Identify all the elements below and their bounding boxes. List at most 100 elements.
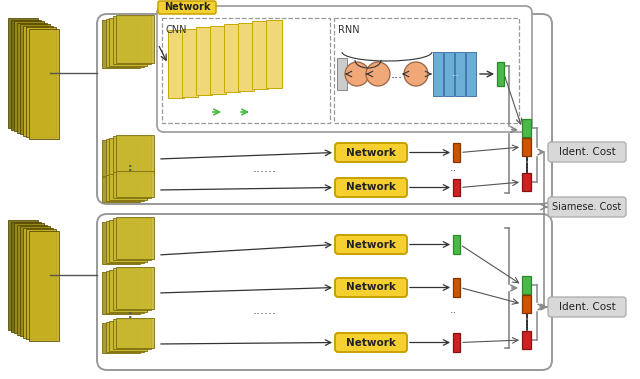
FancyBboxPatch shape [522,173,531,191]
FancyBboxPatch shape [14,223,44,333]
FancyBboxPatch shape [106,221,143,263]
FancyBboxPatch shape [113,136,150,174]
FancyBboxPatch shape [17,224,47,335]
FancyBboxPatch shape [433,52,443,96]
Text: Network: Network [346,240,396,249]
FancyBboxPatch shape [102,140,140,178]
FancyBboxPatch shape [252,21,268,89]
FancyBboxPatch shape [113,268,150,310]
FancyBboxPatch shape [109,321,147,351]
FancyBboxPatch shape [106,139,143,177]
Text: Network: Network [346,282,396,293]
FancyBboxPatch shape [116,15,154,63]
Text: Network: Network [346,147,396,158]
Text: Network: Network [164,3,211,13]
FancyBboxPatch shape [522,119,531,137]
Circle shape [404,62,428,86]
FancyBboxPatch shape [26,229,56,339]
FancyBboxPatch shape [113,16,150,64]
FancyBboxPatch shape [102,323,140,353]
Text: ..: .. [449,305,456,315]
Text: :: : [128,310,132,320]
FancyBboxPatch shape [8,220,38,330]
FancyBboxPatch shape [224,24,240,92]
FancyBboxPatch shape [210,25,226,94]
FancyBboxPatch shape [453,179,460,196]
Text: Network: Network [346,183,396,193]
FancyBboxPatch shape [453,143,460,162]
FancyBboxPatch shape [335,333,407,352]
FancyBboxPatch shape [335,178,407,197]
Text: Ident. Cost: Ident. Cost [559,302,616,312]
FancyBboxPatch shape [335,278,407,297]
FancyBboxPatch shape [11,221,41,332]
FancyBboxPatch shape [453,235,460,254]
FancyBboxPatch shape [158,1,216,14]
FancyBboxPatch shape [26,27,56,137]
FancyBboxPatch shape [116,217,154,259]
FancyBboxPatch shape [116,267,154,309]
FancyBboxPatch shape [334,18,519,123]
FancyBboxPatch shape [116,135,154,173]
FancyBboxPatch shape [109,174,147,200]
Circle shape [366,62,390,86]
FancyBboxPatch shape [116,318,154,348]
FancyBboxPatch shape [522,295,531,313]
FancyBboxPatch shape [453,278,460,297]
Text: CNN: CNN [166,25,188,35]
FancyBboxPatch shape [522,138,531,156]
FancyBboxPatch shape [522,331,531,349]
Text: ..: .. [449,163,456,173]
FancyBboxPatch shape [238,22,254,91]
FancyBboxPatch shape [116,171,154,197]
FancyBboxPatch shape [337,58,347,90]
FancyBboxPatch shape [8,18,38,128]
FancyBboxPatch shape [109,219,147,262]
FancyBboxPatch shape [106,271,143,313]
FancyBboxPatch shape [162,18,330,123]
FancyBboxPatch shape [113,319,150,349]
FancyBboxPatch shape [106,175,143,201]
Text: Ident. Cost: Ident. Cost [559,147,616,157]
FancyBboxPatch shape [102,272,140,314]
FancyBboxPatch shape [182,28,198,97]
FancyBboxPatch shape [106,19,143,67]
FancyBboxPatch shape [548,297,626,317]
Text: RNN: RNN [338,25,360,35]
FancyBboxPatch shape [97,14,552,204]
FancyBboxPatch shape [109,269,147,312]
FancyBboxPatch shape [20,226,50,336]
FancyBboxPatch shape [11,19,41,130]
FancyBboxPatch shape [335,235,407,254]
Circle shape [345,62,369,86]
FancyBboxPatch shape [14,21,44,131]
FancyBboxPatch shape [497,62,504,86]
FancyBboxPatch shape [548,197,626,217]
FancyBboxPatch shape [522,276,531,294]
FancyBboxPatch shape [548,142,626,162]
Text: ......: ...... [253,161,277,174]
FancyBboxPatch shape [335,143,407,162]
FancyBboxPatch shape [109,17,147,66]
FancyBboxPatch shape [29,230,59,340]
Text: Siamese. Cost: Siamese. Cost [552,202,621,212]
FancyBboxPatch shape [109,138,147,175]
Text: ...: ... [391,67,403,80]
FancyBboxPatch shape [157,6,532,132]
FancyBboxPatch shape [17,22,47,133]
FancyBboxPatch shape [113,172,150,198]
FancyBboxPatch shape [266,19,282,88]
FancyBboxPatch shape [196,27,212,95]
FancyBboxPatch shape [102,222,140,264]
FancyBboxPatch shape [106,322,143,352]
FancyBboxPatch shape [113,218,150,260]
FancyBboxPatch shape [102,176,140,202]
Text: ...: ... [451,69,459,77]
FancyBboxPatch shape [466,52,476,96]
Text: Network: Network [346,338,396,348]
FancyBboxPatch shape [23,227,53,338]
FancyBboxPatch shape [102,20,140,68]
FancyBboxPatch shape [455,52,465,96]
FancyBboxPatch shape [97,214,552,370]
FancyBboxPatch shape [453,333,460,352]
